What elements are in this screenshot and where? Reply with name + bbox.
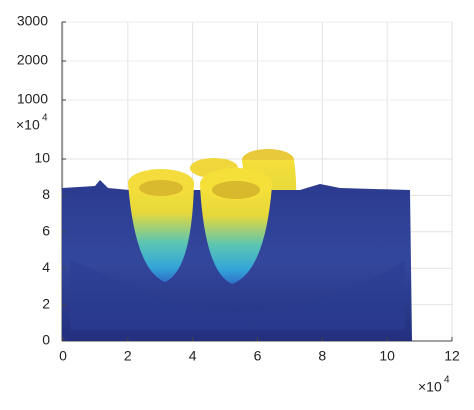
x-multiplier: ×10: [418, 379, 442, 395]
floor-shade: [70, 260, 405, 330]
bowl-inner: [212, 181, 260, 199]
surface: [62, 149, 412, 341]
y-multiplier-exponent: 4: [42, 113, 48, 124]
y-multiplier: ×10: [16, 117, 40, 133]
y-tick-label: 10: [34, 150, 50, 166]
z-tick-label: 3000: [17, 13, 48, 29]
x-tick-label: 8: [318, 348, 326, 364]
x-tick-label: 0: [59, 348, 67, 364]
y-tick-label: 6: [42, 223, 50, 239]
x-multiplier-exponent: 4: [444, 375, 450, 386]
bowl: [128, 183, 194, 282]
y-tick-label: 2: [42, 295, 50, 311]
x-tick-label: 10: [379, 348, 395, 364]
y-tick-label: 4: [42, 259, 50, 275]
x-tick-label: 4: [189, 348, 197, 364]
bowl: [200, 186, 272, 284]
x-tick-label: 6: [254, 348, 262, 364]
x-tick-label: 12: [444, 348, 460, 364]
z-tick-label: 2000: [17, 52, 48, 68]
y-tick-label: 8: [42, 186, 50, 202]
z-tick-label: 1000: [17, 91, 48, 107]
y-tick-label: 0: [42, 332, 50, 348]
x-tick-label: 2: [124, 348, 132, 364]
bowl-inner: [139, 180, 183, 196]
